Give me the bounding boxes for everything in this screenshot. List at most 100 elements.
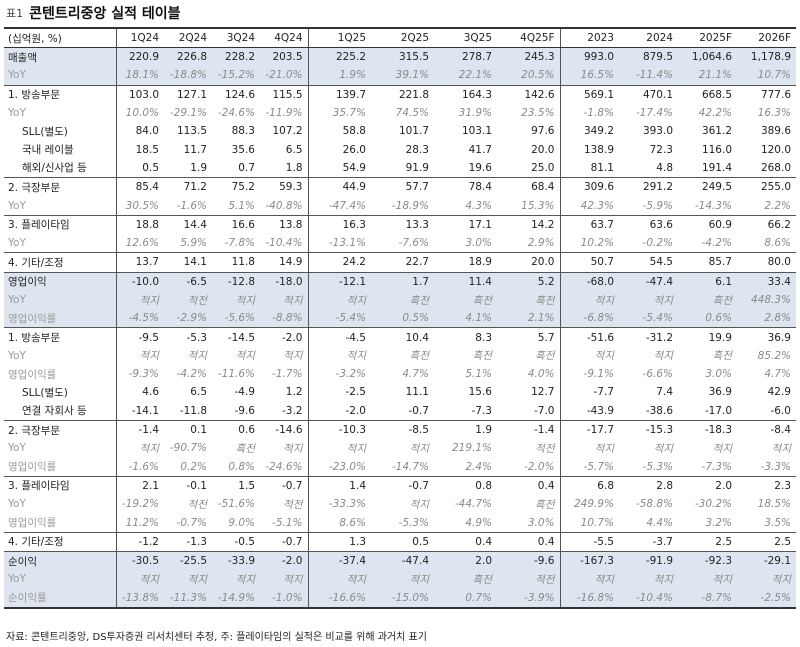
cell-value: 0.8% (228, 460, 255, 473)
column-header: 3Q25 (434, 27, 497, 48)
cell-value: -0.7 (408, 404, 430, 417)
cell-value: 44.9 (307, 177, 371, 197)
cell-value: -6.6% (642, 368, 673, 381)
cell-value: 적지 (260, 570, 308, 589)
cell-value: 적지 (115, 290, 164, 310)
table-row: 순이익률 -13.8% -11.3% -14.9% -1.0% -16.6% -15.0% 0… (4, 588, 796, 609)
cell-value: -29.1% (169, 107, 207, 120)
cell-value: 221.8 (371, 84, 434, 104)
column-header: 2024 (619, 27, 678, 48)
financial-table: (십억원, %) 1Q24 2Q24 3Q24 4Q24 1Q25 2Q25 3Q25 4Q25… (4, 27, 796, 609)
cell-value: 57.7 (371, 177, 434, 197)
cell-value: 2.0 (678, 475, 737, 496)
cell-value: -4.9 (234, 386, 256, 399)
row-label: 1. 방송부문 (4, 84, 116, 104)
cell-value: 흑전 (535, 350, 555, 363)
cell-value: 17.1 (434, 214, 497, 234)
cell-value: -5.1% (272, 516, 303, 529)
cell-value: 103.1 (461, 125, 492, 138)
cell-value: -14.6 (260, 419, 308, 440)
table-row: 해외/신사업 등 0.5 1.9 0.7 1.8 54.9 91.9 19.6 25.0 81.1… (4, 158, 796, 178)
cell-value: -12.8 (212, 271, 260, 291)
cell-value: 88.3 (231, 125, 255, 138)
cell-value: -5.9% (642, 199, 673, 212)
row-label: 연결 자회사 등 (22, 405, 87, 418)
cell-value: 103.0 (115, 84, 164, 104)
cell-value: 139.7 (307, 84, 371, 104)
cell-value: -15.3 (619, 419, 678, 440)
cell-value: -5.5 (559, 531, 619, 552)
table-row: YoY -19.2% 적전 -51.6% 적전 -33.3% 적지 -44.7% 흑전 249.9… (4, 495, 796, 514)
cell-value: -24.6% (217, 107, 255, 120)
cell-value: 5.1% (228, 199, 255, 212)
cell-value: -47.4 (619, 271, 678, 291)
table-label: 표1 (6, 7, 24, 20)
cell-value: -1.2 (115, 531, 164, 552)
cell-value: 81.1 (559, 158, 619, 178)
cell-value: 1,178.9 (737, 47, 796, 67)
cell-value: 220.9 (115, 47, 164, 67)
cell-value: -21.0% (260, 66, 308, 86)
cell-value: -10.4% (619, 588, 678, 609)
cell-value: -12.1 (307, 271, 371, 291)
cell-value: -51.6 (559, 327, 619, 347)
cell-value: -8.7% (678, 588, 737, 609)
row-label: 순이익률 (4, 588, 116, 609)
column-header: 4Q25F (497, 27, 560, 48)
cell-value: 10.7% (737, 66, 796, 86)
cell-value: 2.1 (115, 475, 164, 496)
cell-value: -8.5 (371, 419, 434, 440)
cell-value: -7.3 (471, 404, 493, 417)
cell-value: 54.5 (619, 252, 678, 273)
cell-value: -16.6% (307, 588, 371, 609)
cell-value: 4.9% (465, 516, 492, 529)
cell-value: 2.3 (737, 475, 796, 496)
cell-value: 219.1% (451, 442, 492, 455)
cell-value: 1.4 (307, 475, 371, 496)
cell-value: 11.8 (212, 252, 260, 273)
row-label: 4. 기타/조정 (4, 531, 116, 552)
cell-value: 0.6 (212, 419, 260, 440)
cell-value: -90.7% (169, 442, 207, 455)
cell-value: -18.8% (164, 66, 212, 86)
header-label: (십억원, %) (4, 27, 116, 48)
cell-value: 3.0% (465, 237, 492, 250)
cell-value: -13.1% (307, 233, 371, 253)
cell-value: 1.9 (434, 419, 497, 440)
cell-value: 0.5 (115, 158, 164, 178)
cell-value: 14.9 (260, 252, 308, 273)
cell-value: 10.7% (559, 513, 619, 533)
cell-value: -11.4% (619, 66, 678, 86)
cell-value: 적지 (164, 570, 212, 589)
cell-value: 36.9 (737, 327, 796, 347)
cell-value: 30.5% (115, 196, 164, 216)
cell-value: 6.8 (559, 475, 619, 496)
cell-value: 적지 (260, 290, 308, 310)
table-row: YoY 30.5% -1.6% 5.1% -40.8% -47.4% -18.9% 4.3% 1… (4, 196, 796, 216)
cell-value: 35.7% (307, 103, 371, 123)
row-label: 매출액 (4, 47, 116, 67)
cell-value: -38.6 (645, 404, 673, 417)
cell-value: 0.5 (371, 531, 434, 552)
cell-value: -7.3% (701, 460, 732, 473)
cell-value: 349.2 (559, 122, 619, 141)
cell-value: 255.0 (737, 177, 796, 197)
cell-value: 41.7 (468, 143, 492, 156)
cell-value: -10.0 (115, 271, 164, 291)
cell-value: 1.2 (285, 386, 303, 399)
cell-value: -1.8% (559, 103, 619, 123)
cell-value: 8.6% (764, 237, 791, 250)
cell-value: -44.7% (454, 498, 492, 511)
cell-value: 50.7 (559, 252, 619, 273)
cell-value: 23.5% (521, 107, 555, 120)
cell-value: 적지 (212, 570, 260, 589)
cell-value: 6.5 (285, 143, 303, 156)
cell-value: 315.5 (371, 47, 434, 67)
table-body: 매출액 220.9 226.8 228.2 203.5 225.2 315.5 278.7 24… (4, 47, 796, 609)
cell-value: -6.0 (770, 404, 792, 417)
cell-value: 63.7 (559, 214, 619, 234)
cell-value: -5.6% (212, 309, 260, 328)
cell-value: 19.9 (678, 327, 737, 347)
cell-value: 5.7 (497, 327, 560, 347)
cell-value: 4.7% (402, 368, 429, 381)
